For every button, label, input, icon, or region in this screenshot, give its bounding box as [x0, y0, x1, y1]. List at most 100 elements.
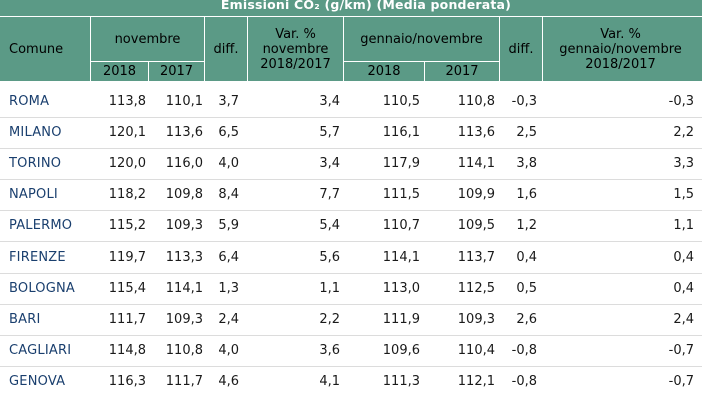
- cell-var: 1,1: [319, 280, 340, 296]
- header-novembre: novembre: [114, 32, 181, 47]
- row-divider: [0, 241, 702, 243]
- cell-gen-2017: 113,6: [457, 125, 495, 141]
- cell-gen-2018: 116,1: [382, 125, 420, 141]
- cell-gdiff: 0,4: [516, 249, 537, 265]
- cell-nov-2017: 116,0: [165, 156, 203, 172]
- cell-gvar: 1,1: [673, 218, 694, 234]
- cell-diff: 4,0: [218, 342, 239, 358]
- cell-gen-2018: 111,3: [382, 373, 420, 389]
- cell-var: 4,1: [319, 373, 340, 389]
- header-diff: diff.: [213, 41, 239, 57]
- cell-gvar: -0,7: [668, 373, 694, 389]
- cell-gvar: 2,4: [673, 311, 694, 327]
- cell-gvar: -0,3: [668, 94, 694, 109]
- cell-nov-2018: 116,3: [108, 373, 146, 389]
- row-divider: [0, 272, 702, 274]
- cell-gvar: 3,3: [673, 156, 694, 172]
- cell-diff: 3,7: [218, 94, 239, 109]
- header-comune: Comune: [9, 41, 64, 57]
- cell-gen-2018: 111,5: [382, 187, 420, 203]
- cell-gdiff: 1,2: [516, 218, 537, 234]
- row-divider: [0, 365, 702, 367]
- header-divider: [91, 61, 204, 62]
- header-divider: [247, 17, 248, 81]
- header-gen-2018: 2018: [367, 64, 401, 79]
- cell-nov-2018: 120,0: [108, 156, 146, 172]
- cell-gvar: 1,5: [673, 187, 694, 203]
- header-divider: [0, 16, 702, 17]
- cell-nov-2017: 113,6: [165, 125, 203, 141]
- cell-nov-2017: 110,8: [165, 342, 203, 358]
- header-var-gen-line3: 2018/2017: [585, 56, 656, 72]
- cell-gen-2017: 110,8: [457, 94, 495, 109]
- cell-gen-2018: 111,9: [382, 311, 420, 327]
- cell-gdiff: -0,3: [511, 94, 537, 109]
- cell-gdiff: 3,8: [516, 156, 537, 172]
- cell-gvar: 0,4: [673, 280, 694, 296]
- cell-comune: PALERMO: [9, 218, 73, 234]
- row-divider: [0, 210, 702, 212]
- row-divider: [0, 148, 702, 150]
- header-divider: [90, 17, 91, 81]
- cell-gdiff: 2,6: [516, 311, 537, 327]
- cell-gen-2017: 113,7: [457, 249, 495, 265]
- cell-comune: GENOVA: [9, 373, 66, 389]
- cell-var: 5,6: [319, 249, 340, 265]
- header-divider: [343, 17, 344, 81]
- header-divider: [204, 17, 205, 81]
- cell-gvar: 2,2: [673, 125, 694, 141]
- header-nov-2017: 2017: [159, 64, 194, 79]
- cell-diff: 4,0: [218, 156, 239, 172]
- header-divider: [499, 17, 500, 81]
- cell-gen-2018: 110,5: [382, 94, 420, 109]
- cell-var: 7,7: [319, 187, 340, 203]
- cell-nov-2017: 111,7: [165, 373, 203, 389]
- cell-diff: 4,6: [218, 373, 239, 389]
- cell-nov-2017: 110,1: [165, 94, 203, 109]
- header-var-gen-line1: Var. %: [600, 26, 641, 42]
- cell-diff: 8,4: [218, 187, 239, 203]
- header-diff2: diff.: [508, 41, 534, 57]
- header-var-gen-nov: Var. % gennaio/novembre 2018/2017: [543, 19, 698, 79]
- cell-comune: ROMA: [9, 94, 50, 109]
- cell-gen-2017: 109,9: [457, 187, 495, 203]
- cell-comune: FIRENZE: [9, 249, 66, 265]
- cell-gen-2017: 112,5: [457, 280, 495, 296]
- cell-comune: CAGLIARI: [9, 342, 72, 358]
- table-header: [0, 17, 702, 81]
- cell-var: 3,6: [319, 342, 340, 358]
- cell-gvar: 0,4: [673, 249, 694, 265]
- cell-nov-2017: 109,8: [165, 187, 203, 203]
- cell-gen-2018: 109,6: [382, 342, 420, 358]
- header-gen-nov: gennaio/novembre: [360, 32, 483, 47]
- cell-var: 3,4: [319, 156, 340, 172]
- cell-nov-2018: 114,8: [108, 342, 146, 358]
- header-nov-2018: 2018: [102, 64, 137, 79]
- cell-nov-2018: 115,4: [108, 280, 146, 296]
- cell-diff: 2,4: [218, 311, 239, 327]
- cell-gdiff: 0,5: [516, 280, 537, 296]
- row-divider: [0, 303, 702, 305]
- cell-gen-2017: 112,1: [457, 373, 495, 389]
- header-divider: [344, 61, 499, 62]
- cell-gdiff: -0,8: [511, 342, 537, 358]
- cell-var: 3,4: [319, 94, 340, 109]
- cell-gen-2018: 117,9: [382, 156, 420, 172]
- cell-var: 5,7: [319, 125, 340, 141]
- cell-gen-2017: 109,3: [457, 311, 495, 327]
- cell-diff: 6,5: [218, 125, 239, 141]
- cell-diff: 1,3: [218, 280, 239, 296]
- cell-nov-2018: 118,2: [108, 187, 146, 203]
- cell-nov-2018: 111,7: [108, 311, 146, 327]
- cell-diff: 6,4: [218, 249, 239, 265]
- cell-gdiff: 1,6: [516, 187, 537, 203]
- table-title: Emissioni CO₂ (g/km) (Media ponderata): [0, 0, 702, 16]
- cell-comune: TORINO: [9, 156, 62, 172]
- header-var-novembre: Var. % novembre 2018/2017: [248, 19, 343, 79]
- cell-comune: BOLOGNA: [9, 280, 76, 296]
- cell-nov-2017: 109,3: [165, 311, 203, 327]
- cell-gen-2017: 109,5: [457, 218, 495, 234]
- cell-nov-2018: 115,2: [108, 218, 146, 234]
- header-var-nov-line3: 2018/2017: [260, 56, 331, 72]
- header-var-nov-line2: novembre: [262, 41, 329, 57]
